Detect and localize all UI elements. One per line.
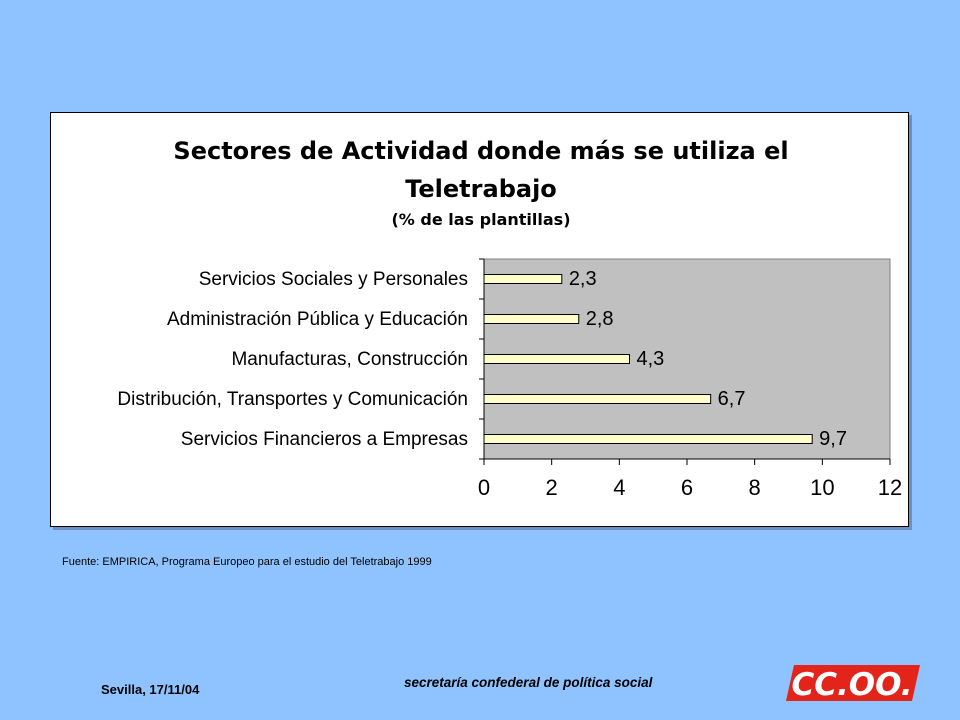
x-tick-label: 8 <box>749 475 761 500</box>
logo-shape <box>786 665 920 701</box>
x-tick-label: 4 <box>613 475 625 500</box>
x-tick-label: 6 <box>681 475 693 500</box>
bar <box>483 434 813 444</box>
footer-organization: secretaría confederal de política social <box>404 675 653 690</box>
ccoo-logo: CC.OO. <box>786 665 920 703</box>
value-label: 2,3 <box>569 268 597 290</box>
bar <box>483 354 630 364</box>
value-label: 2,8 <box>586 308 614 330</box>
value-label: 6,7 <box>718 388 746 410</box>
x-tick-label: 12 <box>878 475 902 500</box>
category-label: Distribución, Transportes y Comunicación <box>117 389 468 410</box>
category-label: Manufacturas, Construcción <box>231 349 468 370</box>
chart-title-line-2: Teletrabajo <box>405 175 557 203</box>
value-label: 9,7 <box>819 428 847 450</box>
value-label: 4,3 <box>636 348 664 370</box>
chart-panel: Sectores de Actividad donde más se utili… <box>50 112 909 527</box>
bar <box>483 394 712 404</box>
logo-text: CC.OO. <box>791 667 912 703</box>
x-tick-label: 2 <box>546 475 558 500</box>
category-label: Servicios Financieros a Empresas <box>181 429 468 450</box>
x-tick-label: 10 <box>810 475 834 500</box>
category-label: Administración Pública y Educación <box>167 309 468 330</box>
bar <box>483 274 563 284</box>
source-note: Fuente: EMPIRICA, Programa Europeo para … <box>62 556 432 568</box>
bar <box>483 314 580 324</box>
footer-date: Sevilla, 17/11/04 <box>101 682 200 697</box>
x-tick-label: 0 <box>478 475 490 500</box>
category-label: Servicios Sociales y Personales <box>199 269 468 290</box>
chart-subtitle: (% de las plantillas) <box>391 210 570 229</box>
chart-title-line-1: Sectores de Actividad donde más se utili… <box>173 137 788 165</box>
bar-chart: Sectores de Actividad donde más se utili… <box>117 137 902 500</box>
